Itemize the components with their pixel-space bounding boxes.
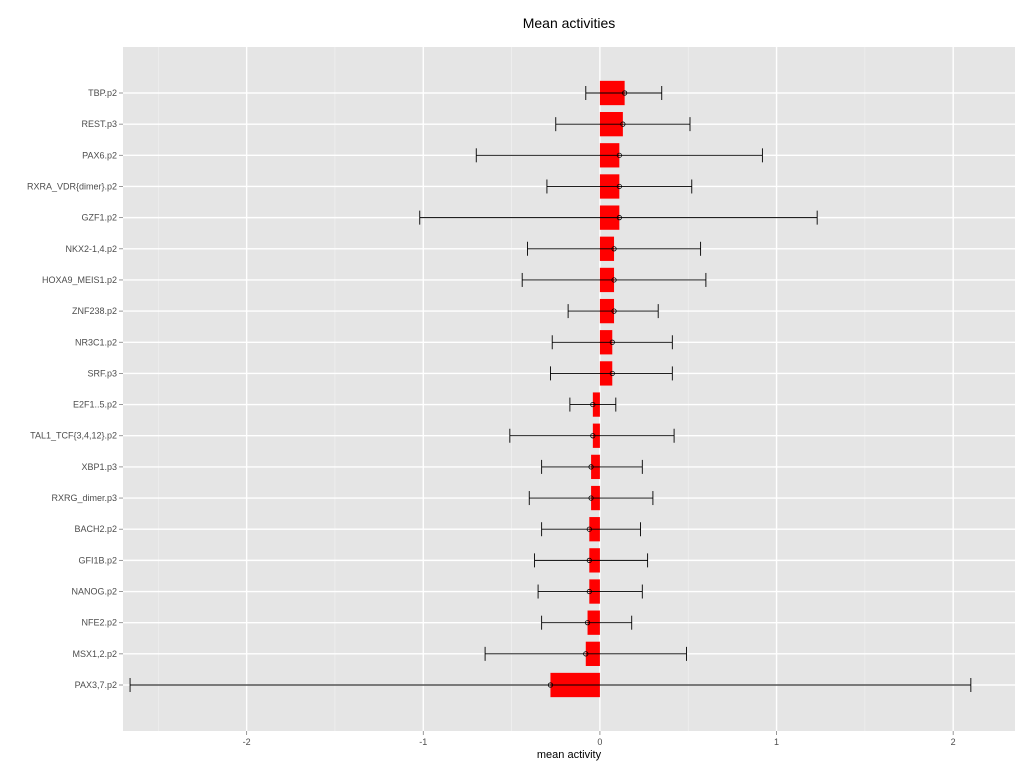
mean-point: [620, 121, 626, 127]
x-tick-label: 0: [597, 737, 602, 747]
mean-point: [611, 246, 617, 252]
mean-point: [616, 152, 622, 158]
mean-point: [616, 183, 622, 190]
mean-point: [609, 370, 615, 377]
y-tick-label: RXRA_VDR{dimer}.p2: [27, 181, 117, 191]
mean-point: [616, 215, 622, 221]
x-axis-label: mean activity: [537, 749, 602, 761]
x-tick-label: 2: [951, 737, 956, 747]
x-tick-label: 1: [774, 737, 779, 747]
mean-point: [588, 464, 594, 470]
y-tick-label: REST.p3: [81, 119, 117, 129]
x-tick-label: -1: [419, 737, 427, 747]
y-tick-label: BACH2.p2: [74, 524, 117, 534]
y-tick-label: XBP1.p3: [81, 462, 117, 472]
y-tick-label: PAX6.p2: [82, 150, 117, 160]
y-tick-label: NKX2-1,4.p2: [65, 244, 117, 254]
mean-point: [622, 90, 628, 96]
y-tick-label: GZF1.p2: [81, 213, 117, 223]
mean-point: [586, 588, 592, 595]
mean-point: [586, 557, 592, 563]
y-tick-label: NANOG.p2: [71, 587, 117, 597]
mean-point: [609, 339, 615, 345]
mean-point: [586, 526, 592, 532]
x-tick-label: -2: [243, 737, 251, 747]
x-axis: -2 -1 0 1 2: [243, 731, 956, 747]
y-tick-label: HOXA9_MEIS1.p2: [42, 275, 117, 285]
y-tick-label: TAL1_TCF{3,4,12}.p2: [30, 431, 117, 441]
mean-point: [590, 401, 596, 408]
mean-point: [588, 495, 594, 501]
mean-point: [583, 651, 589, 657]
y-tick-label: NR3C1.p2: [75, 337, 117, 347]
mean-point: [547, 682, 554, 688]
y-tick-label: MSX1,2.p2: [72, 649, 117, 659]
y-tick-label: SRF.p3: [87, 368, 117, 378]
y-tick-label: ZNF238.p2: [72, 306, 117, 316]
y-tick-label: NFE2.p2: [81, 618, 117, 628]
y-tick-label: PAX3,7.p2: [75, 680, 117, 690]
mean-point: [611, 308, 617, 314]
mean-point: [611, 277, 617, 283]
plot-panel: [123, 47, 1015, 731]
y-tick-label: RXRG_dimer.p3: [51, 493, 117, 503]
chart-title: Mean activities: [523, 15, 616, 31]
y-tick-label: E2F1..5.p2: [73, 400, 117, 410]
mean-point: [590, 433, 596, 439]
y-tick-label: TBP.p2: [88, 88, 117, 98]
y-tick-label: GFI1B.p2: [78, 555, 117, 565]
error-bars: [129, 86, 972, 692]
mean-point: [584, 620, 591, 626]
y-axis: TBP.p2 REST.p3 PAX6.p2 RXRA_VDR{dimer}.p2 GZ…: [27, 88, 123, 690]
